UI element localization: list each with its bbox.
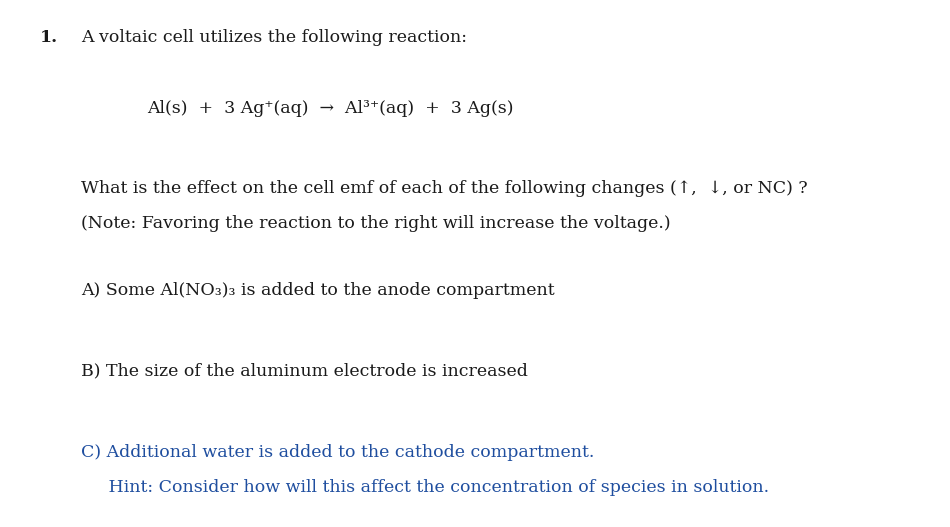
Text: A voltaic cell utilizes the following reaction:: A voltaic cell utilizes the following re… — [81, 29, 466, 46]
Text: B) The size of the aluminum electrode is increased: B) The size of the aluminum electrode is… — [81, 363, 527, 379]
Text: A) Some Al(NO₃)₃ is added to the anode compartment: A) Some Al(NO₃)₃ is added to the anode c… — [81, 282, 555, 299]
Text: Al(s)  +  3 Ag⁺(aq)  →  Al³⁺(aq)  +  3 Ag(s): Al(s) + 3 Ag⁺(aq) → Al³⁺(aq) + 3 Ag(s) — [147, 100, 514, 117]
Text: Hint: Consider how will this affect the concentration of species in solution.: Hint: Consider how will this affect the … — [81, 479, 769, 495]
Text: What is the effect on the cell emf of each of the following changes (↑,  ↓, or N: What is the effect on the cell emf of ea… — [81, 180, 808, 197]
Text: C) Additional water is added to the cathode compartment.: C) Additional water is added to the cath… — [81, 444, 594, 461]
Text: (Note: Favoring the reaction to the right will increase the voltage.): (Note: Favoring the reaction to the righ… — [81, 215, 671, 232]
Text: 1.: 1. — [40, 29, 58, 46]
